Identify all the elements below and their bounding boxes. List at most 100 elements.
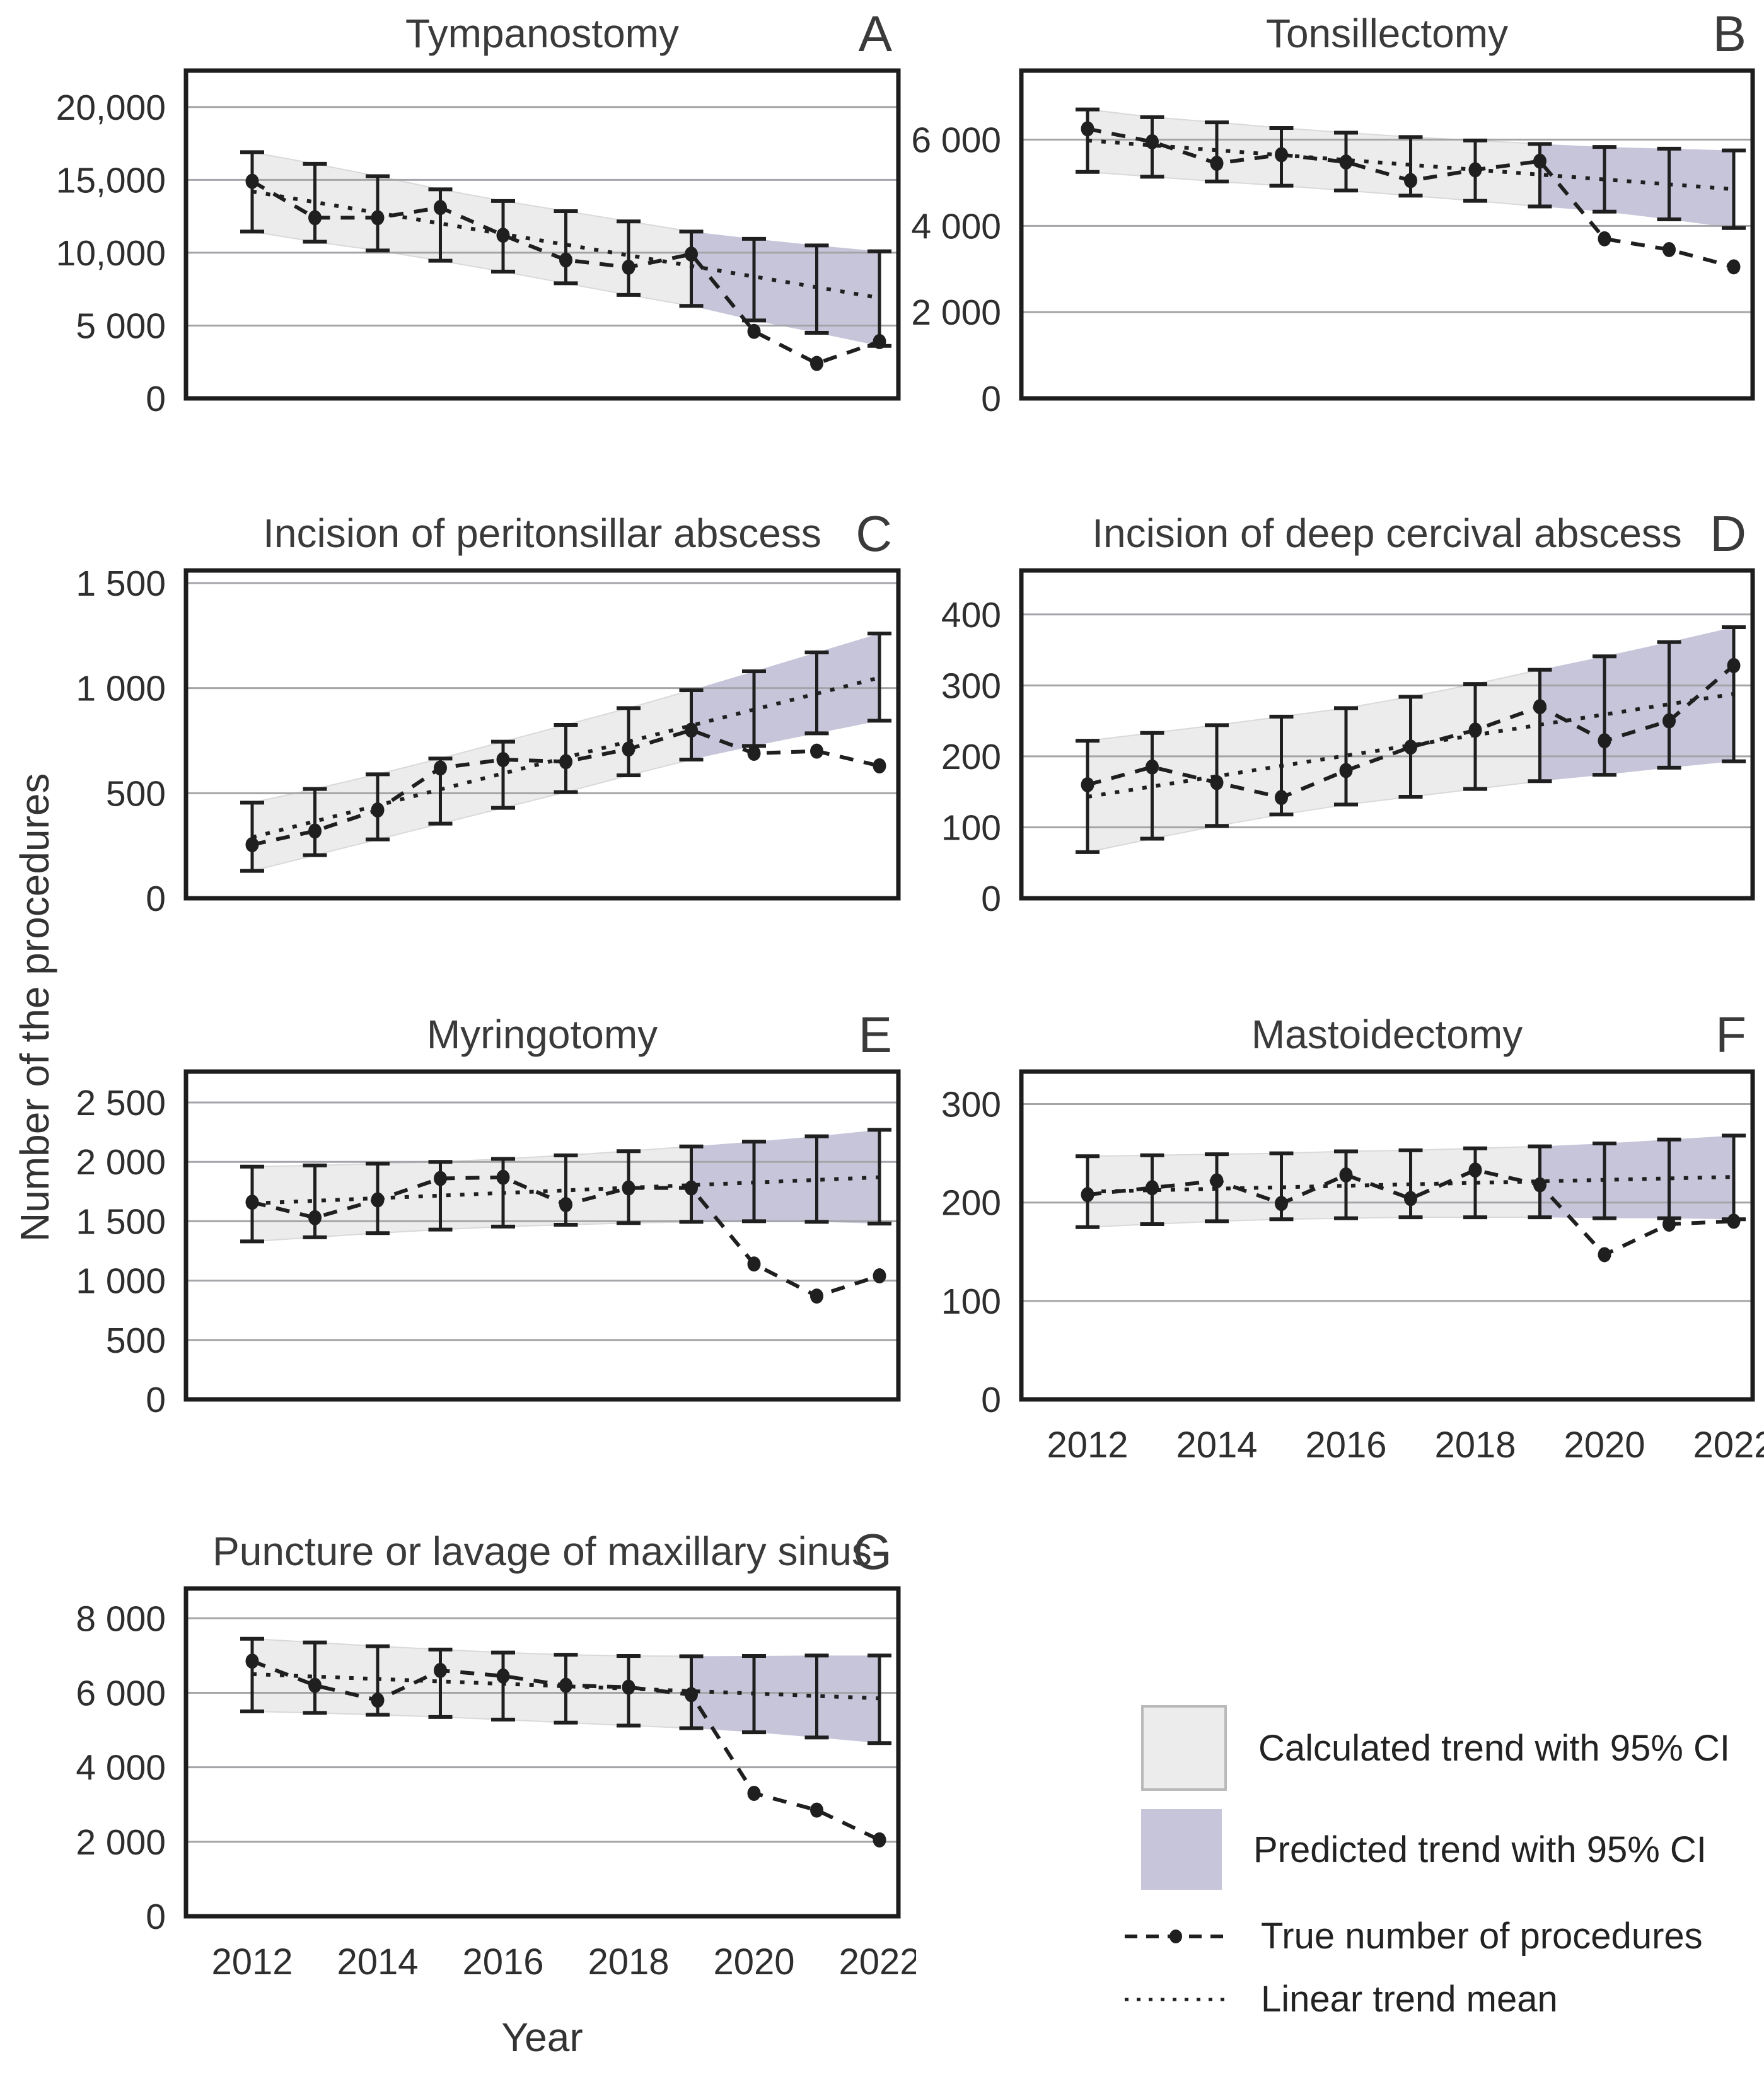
data-point xyxy=(1662,241,1676,257)
plot-border xyxy=(183,1069,901,1402)
plot-border xyxy=(183,68,901,401)
error-bar xyxy=(491,1650,515,1721)
error-bar xyxy=(1657,640,1681,770)
panel-letter-D: D xyxy=(1710,506,1746,562)
data-point xyxy=(622,1679,635,1695)
data-point xyxy=(1404,1191,1417,1206)
data-point xyxy=(685,1687,698,1703)
calculated-trend-swatch xyxy=(1141,1705,1227,1791)
plot-border xyxy=(183,1586,901,1919)
data-point xyxy=(245,1653,259,1669)
error-bar xyxy=(867,1128,891,1226)
chart-svg-F: 0 100 200 300 2012 2014 2016 2018 2020 2022 xyxy=(941,1069,1764,1466)
y-tick-label: 0 xyxy=(146,1897,166,1937)
error-bar xyxy=(554,1153,578,1227)
data-point xyxy=(308,1677,322,1693)
data-point xyxy=(1662,713,1676,729)
x-tick-label: 2012 xyxy=(211,1941,293,1982)
data-point xyxy=(1468,162,1482,178)
data-point xyxy=(1727,259,1741,275)
data-point xyxy=(1146,759,1159,775)
data-point xyxy=(1533,699,1546,715)
data-point xyxy=(371,802,385,818)
data-point xyxy=(1339,154,1353,170)
data-point xyxy=(496,1169,510,1185)
y-tick-label: 1 500 xyxy=(76,1201,166,1242)
data-point xyxy=(1339,763,1353,778)
data-point xyxy=(559,754,572,770)
data-point xyxy=(1210,775,1224,790)
y-tick-label: 100 xyxy=(941,1281,1001,1322)
legend-item-true-number: True number of procedures xyxy=(1122,1915,1703,1957)
error-bar xyxy=(303,787,327,857)
y-tick-label: 15,000 xyxy=(56,160,166,200)
error-bar xyxy=(1140,731,1164,841)
y-tick-label: 1 000 xyxy=(76,669,166,709)
ci-band-predicted xyxy=(691,1655,879,1744)
error-bar xyxy=(303,161,327,244)
y-tick-label: 500 xyxy=(106,773,166,814)
data-point xyxy=(308,1210,322,1225)
true-line xyxy=(1087,1168,1734,1258)
y-tick-label: 200 xyxy=(941,1183,1001,1224)
y-tick-label: 2 000 xyxy=(76,1822,166,1863)
data-point xyxy=(1598,733,1611,749)
data-point xyxy=(559,1197,572,1213)
panel-title-A: Tympanostomy xyxy=(405,11,679,56)
panel-letter-E: E xyxy=(858,1007,892,1063)
y-tick-label: 2 500 xyxy=(76,1083,166,1123)
legend-item-linear-trend: Linear trend mean xyxy=(1122,1978,1558,2020)
data-point xyxy=(685,722,698,738)
legend-label: Predicted trend with 95% CI xyxy=(1253,1829,1707,1870)
data-point xyxy=(1533,153,1546,169)
error-bar xyxy=(1593,654,1616,777)
data-point xyxy=(434,200,447,216)
data-point xyxy=(873,333,886,349)
y-tick-label: 0 xyxy=(981,1380,1001,1420)
y-tick-label: 0 xyxy=(146,1380,166,1415)
data-point xyxy=(1404,173,1417,188)
error-bar xyxy=(1722,148,1746,230)
y-tick-label: 10,000 xyxy=(56,233,166,274)
error-bar xyxy=(867,632,891,723)
data-point xyxy=(245,1195,259,1210)
panel-title-D: Incision of deep cercival abscess xyxy=(1092,511,1682,556)
error-bar xyxy=(1334,706,1358,807)
data-point xyxy=(1081,121,1094,137)
legend-label: True number of procedures xyxy=(1261,1916,1703,1957)
data-point xyxy=(371,1692,385,1708)
data-point xyxy=(1210,1173,1224,1189)
panel-title-F: Mastoidectomy xyxy=(1251,1012,1523,1057)
ci-band-predicted xyxy=(691,1130,879,1224)
error-bar xyxy=(1593,145,1616,214)
trend-line xyxy=(252,189,880,300)
panel-letter-A: A xyxy=(858,6,892,62)
true-line xyxy=(1087,664,1735,800)
error-bar xyxy=(617,219,641,297)
data-point xyxy=(685,1180,698,1196)
panel-title-G: Puncture or lavage of maxillary sinus xyxy=(212,1529,872,1574)
y-tick-label: 2 000 xyxy=(911,292,1001,333)
data-point xyxy=(1598,1247,1611,1263)
data-point xyxy=(434,1171,447,1186)
panel-F-chart: 0 100 200 300 2012 2014 2016 2018 2020 2022 xyxy=(845,1059,1764,1494)
y-tick-label: 0 xyxy=(981,379,1001,414)
data-point xyxy=(873,1268,886,1284)
error-bar xyxy=(303,1640,327,1715)
x-tick-label: 2022 xyxy=(1693,1425,1764,1466)
data-point xyxy=(496,228,510,243)
chart-svg-D: 0 100 200 300 400 xyxy=(941,568,1755,913)
y-tick-label: 0 xyxy=(146,379,166,414)
ci-band-predicted xyxy=(691,634,879,760)
data-point xyxy=(245,837,259,852)
trend-line-sample xyxy=(1122,1987,1229,2012)
legend-item-predicted-trend: Predicted trend with 95% CI xyxy=(1141,1809,1707,1890)
error-bar xyxy=(1463,1146,1487,1220)
y-tick-label: 1 000 xyxy=(76,1261,166,1302)
error-bar xyxy=(804,1653,829,1740)
data-point xyxy=(434,760,447,776)
data-point xyxy=(1146,1180,1159,1196)
data-point xyxy=(1081,1187,1094,1203)
data-point xyxy=(685,246,698,262)
panel-letter-F: F xyxy=(1715,1007,1746,1063)
